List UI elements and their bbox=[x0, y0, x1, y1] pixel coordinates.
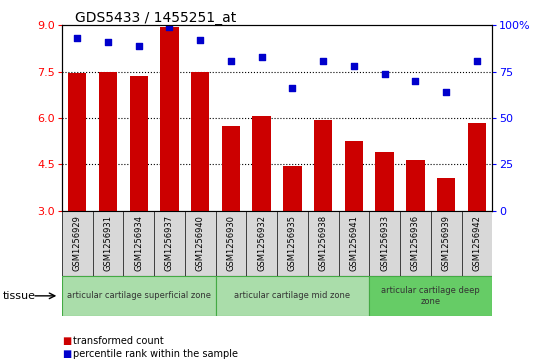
Point bbox=[288, 85, 297, 91]
Text: GSM1256929: GSM1256929 bbox=[73, 215, 82, 271]
Bar bbox=[376, 152, 394, 211]
Bar bbox=[99, 72, 117, 211]
Bar bbox=[160, 27, 179, 211]
Point bbox=[411, 78, 420, 84]
Text: transformed count: transformed count bbox=[73, 336, 164, 346]
Bar bbox=[345, 141, 363, 211]
Point bbox=[442, 89, 450, 95]
Bar bbox=[68, 73, 87, 211]
Text: GSM1256936: GSM1256936 bbox=[411, 215, 420, 271]
Point bbox=[226, 58, 235, 64]
Point bbox=[350, 63, 358, 69]
Point bbox=[196, 37, 204, 43]
Text: GSM1256942: GSM1256942 bbox=[472, 215, 482, 271]
Text: percentile rank within the sample: percentile rank within the sample bbox=[73, 349, 238, 359]
Bar bbox=[406, 160, 424, 211]
Bar bbox=[130, 76, 148, 211]
Bar bbox=[437, 178, 455, 211]
Bar bbox=[468, 123, 486, 211]
Text: GSM1256935: GSM1256935 bbox=[288, 215, 297, 271]
Bar bbox=[369, 276, 492, 316]
Text: GSM1256937: GSM1256937 bbox=[165, 215, 174, 271]
Text: GSM1256932: GSM1256932 bbox=[257, 215, 266, 271]
Text: GSM1256933: GSM1256933 bbox=[380, 215, 389, 271]
Point bbox=[165, 24, 174, 30]
Point bbox=[472, 58, 481, 64]
Text: GSM1256939: GSM1256939 bbox=[442, 215, 451, 271]
Text: articular cartilage mid zone: articular cartilage mid zone bbox=[235, 291, 350, 300]
Bar bbox=[252, 117, 271, 211]
Point bbox=[134, 43, 143, 49]
Text: ■: ■ bbox=[62, 336, 71, 346]
Text: GSM1256940: GSM1256940 bbox=[196, 215, 205, 271]
Text: articular cartilage deep
zone: articular cartilage deep zone bbox=[381, 286, 480, 306]
Point bbox=[73, 36, 82, 41]
Text: GDS5433 / 1455251_at: GDS5433 / 1455251_at bbox=[75, 11, 237, 25]
Point bbox=[380, 71, 389, 77]
Point bbox=[257, 54, 266, 60]
Text: GSM1256931: GSM1256931 bbox=[103, 215, 112, 271]
Bar bbox=[314, 119, 332, 211]
Bar bbox=[216, 276, 369, 316]
Text: articular cartilage superficial zone: articular cartilage superficial zone bbox=[67, 291, 211, 300]
Text: ■: ■ bbox=[62, 349, 71, 359]
Bar bbox=[191, 72, 209, 211]
Bar bbox=[222, 126, 240, 211]
Point bbox=[319, 58, 328, 64]
Bar bbox=[62, 276, 216, 316]
Text: GSM1256934: GSM1256934 bbox=[134, 215, 143, 271]
Point bbox=[104, 39, 112, 45]
Text: GSM1256938: GSM1256938 bbox=[318, 215, 328, 271]
Text: tissue: tissue bbox=[3, 291, 36, 301]
Bar bbox=[283, 166, 302, 211]
Text: GSM1256930: GSM1256930 bbox=[226, 215, 236, 271]
Text: GSM1256941: GSM1256941 bbox=[349, 215, 358, 271]
